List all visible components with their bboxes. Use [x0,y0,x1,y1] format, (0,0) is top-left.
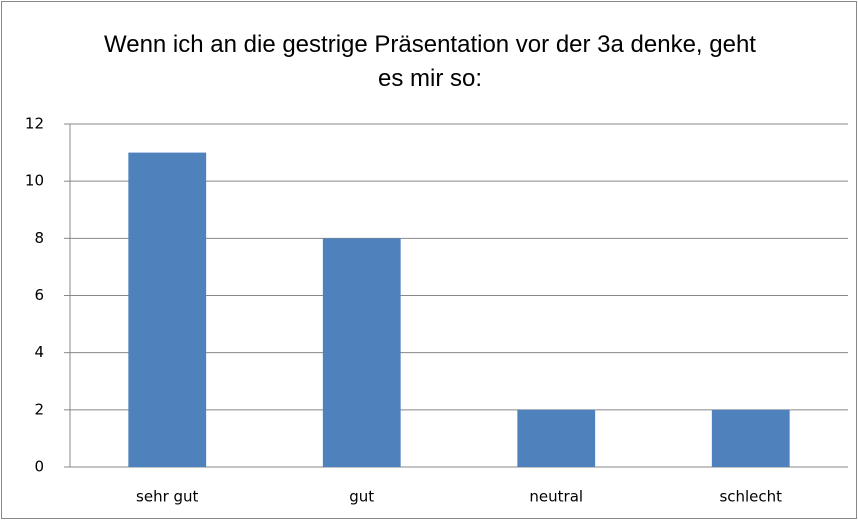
y-tick-label: 10 [25,172,44,190]
y-tick-label: 12 [25,115,44,133]
bar [517,409,596,467]
y-tick-label: 8 [34,229,44,247]
chart-title: Wenn ich an die gestrige Präsentation vo… [104,31,756,92]
y-tick-label: 4 [34,343,44,361]
y-tick-label: 6 [34,286,44,304]
x-tick-label: schlecht [719,488,782,506]
x-tick-label: sehr gut [136,488,199,506]
x-tick-label: gut [349,488,374,506]
bar [128,152,207,468]
y-tick-label: 2 [34,400,44,418]
bar [711,409,790,467]
bar [322,238,401,467]
x-tick-label: neutral [529,488,583,506]
y-tick-label: 0 [34,458,44,476]
